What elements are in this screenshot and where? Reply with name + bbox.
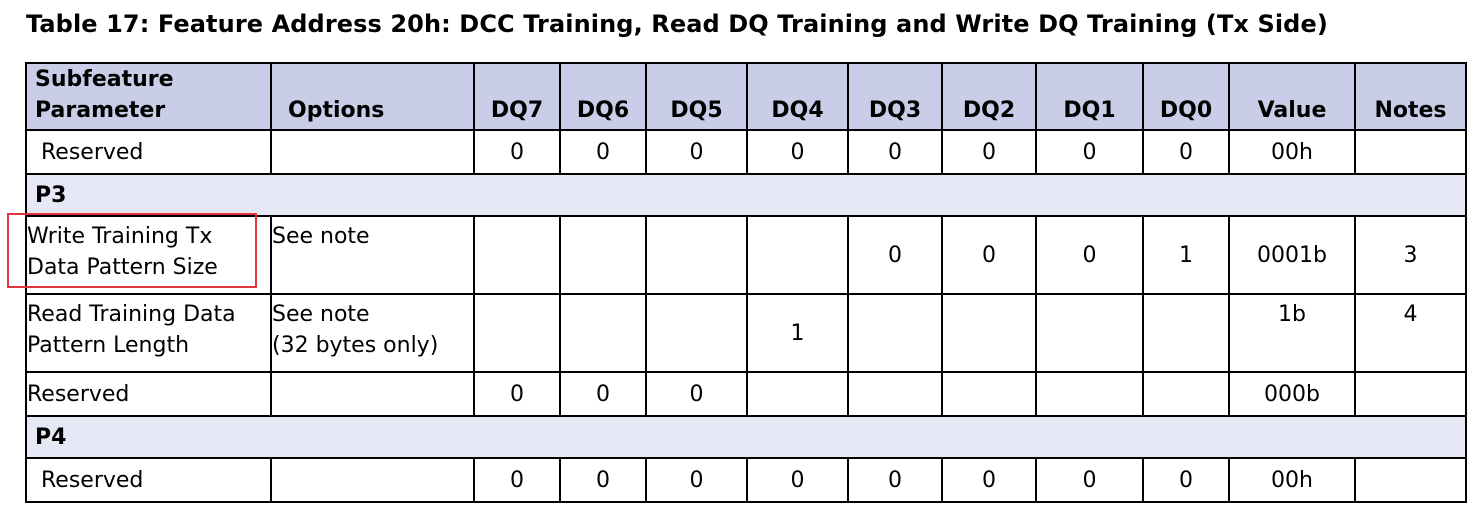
header-dq7: DQ7 [473, 62, 561, 131]
dq3-cell: 0 [847, 215, 943, 295]
dq6-cell: 0 [559, 129, 647, 175]
dq4-cell [746, 215, 849, 295]
header-notes: Notes [1354, 62, 1467, 131]
table-row: Reserved 0 0 0 0 0 0 0 0 00h [25, 129, 1467, 175]
dq1-cell [1035, 293, 1144, 373]
header-row: Subfeature Parameter Options DQ7 DQ6 DQ5 … [25, 62, 1467, 131]
header-value: Value [1228, 62, 1356, 131]
options-cell [270, 457, 475, 503]
dq0-cell [1142, 293, 1230, 373]
section-row-p4: P4 [25, 415, 1467, 459]
options-cell [270, 129, 475, 175]
header-dq2: DQ2 [941, 62, 1037, 131]
header-dq1: DQ1 [1035, 62, 1144, 131]
dq4-cell: 1 [746, 293, 849, 373]
section-label-p3: P3 [25, 173, 1467, 217]
dq2-cell [941, 371, 1037, 417]
table-row: Reserved 0 0 0 0 0 0 0 0 00h [25, 457, 1467, 503]
value-cell: 0001b [1228, 215, 1356, 295]
dq7-cell: 0 [473, 371, 561, 417]
dq1-cell: 0 [1035, 129, 1144, 175]
param-cell: Reserved [25, 129, 272, 175]
dq1-cell: 0 [1035, 457, 1144, 503]
value-cell: 00h [1228, 457, 1356, 503]
options-cell: See note [270, 215, 475, 295]
dq6-cell [559, 293, 647, 373]
param-cell: Read Training Data Pattern Length [25, 293, 272, 373]
dq0-cell: 0 [1142, 457, 1230, 503]
table-row: Reserved 0 0 0 000b [25, 371, 1467, 417]
dq5-cell: 0 [645, 457, 748, 503]
dq3-cell: 0 [847, 457, 943, 503]
dq3-cell: 0 [847, 129, 943, 175]
dq4-cell [746, 371, 849, 417]
dq2-cell [941, 293, 1037, 373]
options-cell: See note (32 bytes only) [270, 293, 475, 373]
dq0-cell [1142, 371, 1230, 417]
dq4-cell: 0 [746, 457, 849, 503]
dq3-cell [847, 371, 943, 417]
notes-cell [1354, 371, 1467, 417]
value-cell: 1b [1228, 293, 1356, 373]
section-label-p4: P4 [25, 415, 1467, 459]
header-options: Options [270, 62, 475, 131]
header-dq6: DQ6 [559, 62, 647, 131]
dq1-cell [1035, 371, 1144, 417]
feature-table: Subfeature Parameter Options DQ7 DQ6 DQ5 … [25, 62, 1467, 503]
dq7-cell [473, 215, 561, 295]
options-cell [270, 371, 475, 417]
notes-cell [1354, 129, 1467, 175]
dq5-cell [645, 293, 748, 373]
value-cell: 00h [1228, 129, 1356, 175]
dq0-cell: 1 [1142, 215, 1230, 295]
dq2-cell: 0 [941, 457, 1037, 503]
header-dq5: DQ5 [645, 62, 748, 131]
header-dq0: DQ0 [1142, 62, 1230, 131]
notes-cell: 4 [1354, 293, 1467, 373]
dq5-cell: 0 [645, 129, 748, 175]
section-row-p3: P3 [25, 173, 1467, 217]
dq7-cell [473, 293, 561, 373]
dq7-cell: 0 [473, 457, 561, 503]
dq6-cell [559, 215, 647, 295]
dq7-cell: 0 [473, 129, 561, 175]
table-row: Read Training Data Pattern Length See not… [25, 293, 1467, 373]
dq0-cell: 0 [1142, 129, 1230, 175]
dq3-cell [847, 293, 943, 373]
table-title: Table 17: Feature Address 20h: DCC Train… [26, 10, 1328, 38]
dq2-cell: 0 [941, 129, 1037, 175]
dq6-cell: 0 [559, 457, 647, 503]
header-subfeature-parameter: Subfeature Parameter [25, 62, 272, 131]
param-cell: Reserved [25, 371, 272, 417]
param-cell: Reserved [25, 457, 272, 503]
dq5-cell: 0 [645, 371, 748, 417]
header-dq3: DQ3 [847, 62, 943, 131]
header-dq4: DQ4 [746, 62, 849, 131]
dq6-cell: 0 [559, 371, 647, 417]
dq4-cell: 0 [746, 129, 849, 175]
value-cell: 000b [1228, 371, 1356, 417]
param-cell: Write Training Tx Data Pattern Size [25, 215, 272, 295]
table-row: Write Training Tx Data Pattern Size See n… [25, 215, 1467, 295]
dq1-cell: 0 [1035, 215, 1144, 295]
notes-cell: 3 [1354, 215, 1467, 295]
notes-cell [1354, 457, 1467, 503]
dq5-cell [645, 215, 748, 295]
dq2-cell: 0 [941, 215, 1037, 295]
